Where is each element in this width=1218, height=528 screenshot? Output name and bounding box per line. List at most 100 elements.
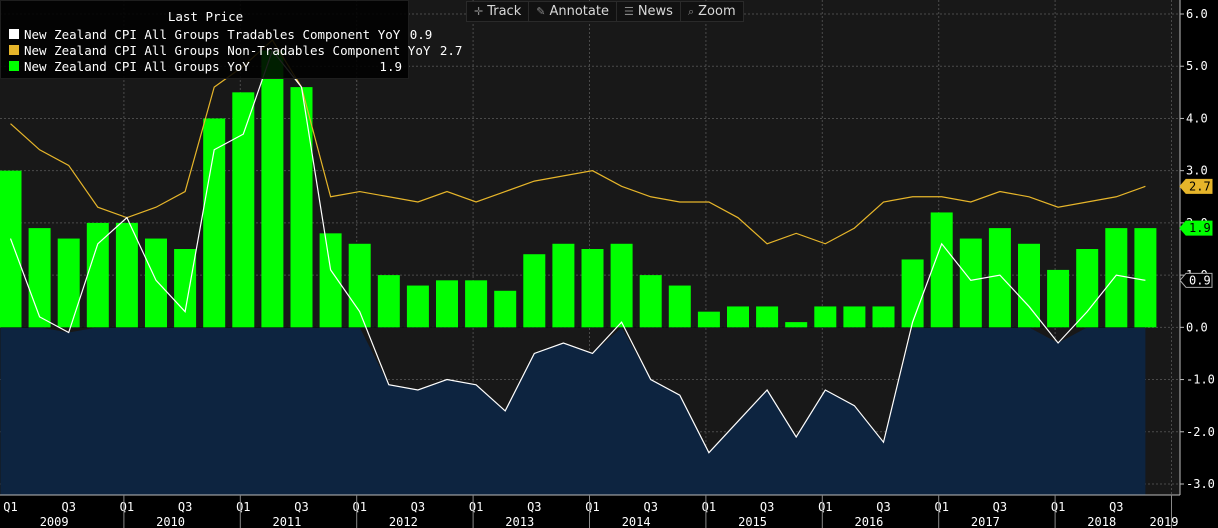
x-year-label: 2019 (1150, 515, 1179, 528)
x-year-label: 2016 (854, 515, 883, 528)
x-quarter-label: Q3 (760, 500, 774, 514)
cpi-bar (552, 243, 575, 328)
track-label: Track (487, 4, 522, 19)
news-icon: ☰ (623, 5, 634, 18)
cpi-bar (145, 238, 167, 328)
cpi-bar (0, 170, 22, 328)
cpi-bar (319, 233, 342, 328)
x-quarter-label: Q3 (294, 500, 308, 514)
x-axis: Q1 Q3 Q1 Q3 Q1 Q3 Q1 Q3 Q1 Q3 Q1 Q3 Q1 Q3 Q1 Q3 Q1 Q3 Q1 Q3… (0, 494, 1180, 528)
cpi-bar (465, 280, 488, 328)
cpi-bar (639, 275, 662, 328)
last-value-tags: 2.7 1.9 0.9 (1179, 178, 1213, 288)
cpi-bar (523, 254, 546, 328)
cpi-bar (843, 306, 866, 328)
tradables-line (9, 49, 1146, 454)
legend-value: 0.9 (409, 26, 433, 42)
x-quarter-label: Q1 (585, 500, 599, 514)
legend-value: 2.7 (439, 42, 463, 58)
legend-label: New Zealand CPI All Groups YoY (24, 58, 250, 74)
cpi-bar (756, 306, 779, 328)
series-lines (9, 39, 1146, 454)
tradables-area (0, 327, 1146, 495)
news-button[interactable]: ☰ News (617, 2, 681, 21)
x-quarter-label: Q1 (120, 500, 134, 514)
zoom-button[interactable]: ⌕ Zoom (681, 2, 743, 21)
cpi-bar (57, 238, 80, 328)
zoom-label: Zoom (698, 4, 736, 19)
last-value-text: 0.9 (1189, 273, 1211, 287)
x-year-label: 2012 (389, 515, 418, 528)
y-tick-label: 6.0 (1186, 7, 1208, 21)
cpi-bar (1018, 243, 1040, 328)
cpi-bar (406, 285, 429, 328)
cpi-bar (203, 118, 226, 328)
y-tick-label: 4.0 (1186, 111, 1208, 125)
track-button[interactable]: ✛ Track (467, 2, 530, 21)
cpi-bar (988, 228, 1011, 328)
legend-swatch (9, 29, 19, 39)
x-quarter-label: Q3 (643, 500, 657, 514)
y-tick-label: -3.0 (1186, 477, 1215, 491)
legend: Last Price New Zealand CPI All Groups Tr… (0, 0, 462, 79)
y-axis: -3.0-2.0-1.00.01.02.03.04.05.06.0 (1179, 0, 1215, 495)
legend-entry-non-tradables[interactable]: New Zealand CPI All Groups Non-Tradables… (9, 42, 462, 58)
cpi-bars (0, 50, 1157, 328)
x-quarter-label: Q3 (61, 500, 75, 514)
last-value-text: 2.7 (1189, 179, 1211, 193)
zoom-icon: ⌕ (687, 4, 695, 18)
x-quarter-label: Q3 (993, 500, 1007, 514)
cpi-bar (1047, 269, 1070, 328)
tradables-negative-area (0, 326, 1146, 495)
x-quarter-label: Q3 (411, 500, 425, 514)
annotate-label: Annotate (549, 4, 609, 19)
cpi-bar (494, 290, 517, 328)
cpi-bar (290, 87, 313, 328)
x-year-label: 2010 (156, 515, 185, 528)
cpi-bar (727, 306, 749, 328)
cpi-bar (959, 238, 982, 328)
cpi-bar (1105, 228, 1128, 328)
non-tradables-line (10, 39, 1146, 245)
cpi-bar (348, 243, 371, 328)
legend-swatch (9, 45, 19, 55)
chart-toolbar: ✛ Track ✎ Annotate ☰ News ⌕ Zoom (466, 1, 744, 22)
x-year-label: 2015 (738, 515, 767, 528)
crosshair-icon: ✛ (474, 5, 484, 18)
y-tick-label: -2.0 (1186, 425, 1215, 439)
cpi-bar (697, 311, 720, 328)
x-quarter-label: Q3 (527, 500, 541, 514)
cpi-bar (668, 285, 691, 328)
x-quarter-label: Q1 (818, 500, 832, 514)
x-quarter-label: Q1 (702, 500, 716, 514)
x-year-label: 2009 (40, 515, 69, 528)
legend-header: Last Price (167, 9, 244, 24)
x-quarter-label: Q3 (1109, 500, 1123, 514)
cpi-bar (930, 212, 953, 328)
annotate-button[interactable]: ✎ Annotate (529, 2, 617, 21)
x-quarter-label: Q3 (876, 500, 890, 514)
cpi-bar (1134, 228, 1157, 328)
y-tick-label: 0.0 (1186, 320, 1208, 334)
last-value-tag (1179, 220, 1213, 236)
x-quarter-label: Q1 (934, 500, 948, 514)
x-year-label: 2013 (505, 515, 534, 528)
x-year-label: 2017 (971, 515, 1000, 528)
cpi-bar (377, 275, 400, 328)
x-quarter-label: Q1 (236, 500, 250, 514)
legend-label: New Zealand CPI All Groups Non-Tradables… (24, 42, 431, 58)
last-value-text: 1.9 (1189, 221, 1211, 235)
x-quarter-label: Q1 (1051, 500, 1065, 514)
cpi-bar (232, 92, 255, 328)
legend-entry-all-groups[interactable]: New Zealand CPI All Groups YoY 1.9 (9, 58, 402, 74)
cpi-bar (814, 306, 837, 328)
news-label: News (637, 4, 673, 19)
x-year-label: 2014 (622, 515, 651, 528)
cpi-bar (174, 249, 197, 328)
legend-entry-tradables[interactable]: New Zealand CPI All Groups Tradables Com… (9, 26, 432, 42)
cpi-bar (115, 222, 138, 328)
x-quarter-label: Q1 (469, 500, 483, 514)
cpi-bar (785, 322, 808, 328)
x-quarter-label: Q1 (352, 500, 366, 514)
